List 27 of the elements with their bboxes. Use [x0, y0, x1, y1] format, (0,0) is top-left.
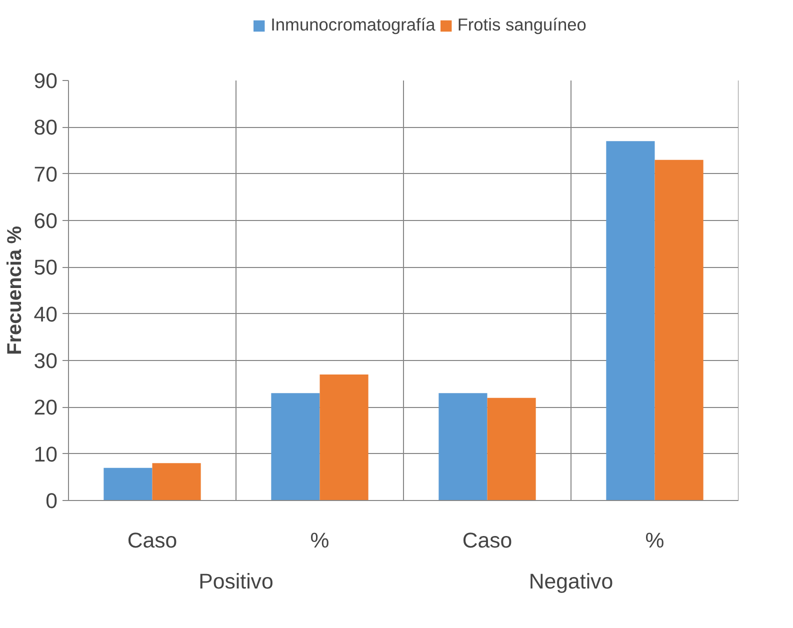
x-tick-label: Caso — [127, 528, 178, 552]
x-tick-label: Caso — [462, 528, 512, 552]
y-tick-label: 0 — [46, 489, 58, 513]
text: Negativo — [528, 570, 614, 594]
x-tick-label: % — [645, 528, 664, 552]
bar — [438, 393, 488, 500]
bar — [152, 463, 201, 500]
y-tick-label: 30 — [34, 349, 58, 373]
y-tick-label: 80 — [34, 116, 58, 140]
y-tick-label: 40 — [34, 302, 58, 326]
y-tick-label: 50 — [34, 256, 58, 280]
x-tick-label: % — [310, 528, 330, 552]
bar — [271, 393, 320, 500]
y-tick-label: 10 — [34, 442, 58, 466]
legend-label: Inmunocromatografía — [270, 14, 436, 36]
bar — [654, 160, 704, 500]
y-tick-label: 60 — [34, 209, 58, 233]
bar — [320, 374, 368, 500]
text: Positivo — [198, 570, 274, 594]
bar — [487, 398, 536, 500]
y-tick-label: 20 — [34, 396, 58, 420]
bar — [606, 141, 655, 500]
y-tick-label: 90 — [34, 69, 58, 93]
bar — [104, 468, 152, 500]
legend-label: Frotis sanguíneo — [457, 14, 586, 36]
y-tick-label: 70 — [34, 162, 58, 186]
y-axis-title: Frecuencia % — [4, 226, 26, 355]
